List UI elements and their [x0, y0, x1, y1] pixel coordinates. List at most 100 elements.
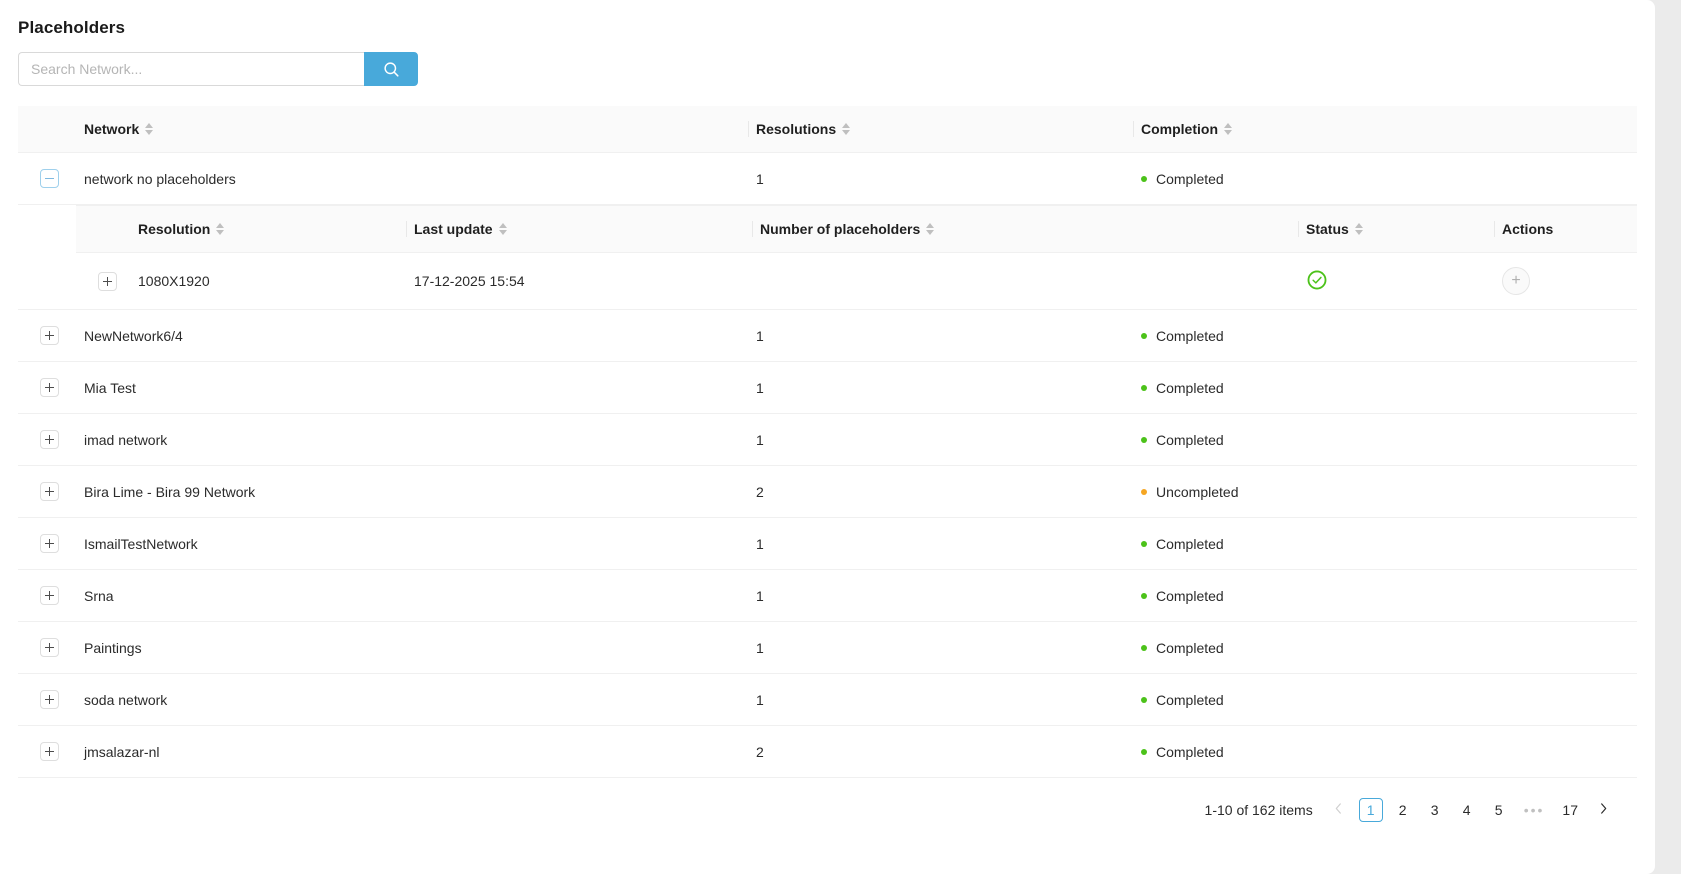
- column-header-status-label: Status: [1306, 221, 1349, 237]
- column-header-resolutions[interactable]: Resolutions: [748, 106, 1133, 153]
- column-header-network[interactable]: Network: [76, 106, 748, 153]
- sort-last-update-icon[interactable]: [498, 222, 507, 236]
- sort-resolution-icon[interactable]: [216, 222, 225, 236]
- cell-completion: Completed: [1133, 725, 1637, 778]
- column-header-network-label: Network: [84, 121, 140, 137]
- sort-network-icon[interactable]: [145, 122, 154, 136]
- expand-cell: [18, 725, 76, 778]
- column-header-status[interactable]: Status: [1298, 205, 1494, 253]
- column-header-actions-label: Actions: [1502, 221, 1554, 237]
- add-placeholder-button[interactable]: +: [1502, 267, 1530, 295]
- pagination-page-1[interactable]: 1: [1358, 798, 1383, 822]
- table-row[interactable]: network no placeholders 1 Completed: [18, 152, 1637, 205]
- cell-resolutions: 1: [748, 673, 1133, 726]
- expand-row-button[interactable]: [40, 742, 59, 761]
- search-input[interactable]: [18, 52, 364, 86]
- cell-resolutions: 1: [748, 361, 1133, 414]
- table-row[interactable]: Paintings 1 Completed: [18, 621, 1637, 674]
- cell-last-update: 17-12-2025 15:54: [414, 273, 525, 289]
- nested-table-cell: Resolution Last update: [18, 204, 1637, 310]
- status-dot: [1141, 332, 1147, 339]
- expand-cell: [18, 152, 76, 205]
- expand-row-button[interactable]: [40, 690, 59, 709]
- pagination-ellipsis[interactable]: •••: [1523, 802, 1545, 818]
- cell-resolutions: 1: [748, 413, 1133, 466]
- cell-completion: Uncompleted: [1133, 465, 1637, 518]
- expand-row-button[interactable]: [40, 326, 59, 345]
- column-header-last-update[interactable]: Last update: [406, 205, 752, 253]
- expand-row-button[interactable]: [40, 378, 59, 397]
- expand-cell: [18, 673, 76, 726]
- table-row[interactable]: NewNetwork6/4 1 Completed: [18, 309, 1637, 362]
- status-dot: [1141, 592, 1147, 599]
- expand-row-button[interactable]: [40, 534, 59, 553]
- table-row[interactable]: imad network 1 Completed: [18, 413, 1637, 466]
- pagination-page-5[interactable]: 5: [1494, 802, 1503, 818]
- table-body: network no placeholders 1 Completed: [18, 152, 1637, 778]
- expanded-detail-row: Resolution Last update: [18, 204, 1637, 310]
- table-row[interactable]: IsmailTestNetwork 1 Completed: [18, 517, 1637, 570]
- column-header-resolution[interactable]: Resolution: [130, 205, 406, 253]
- chevron-right-icon: [1598, 802, 1609, 818]
- cell-network: Paintings: [76, 621, 748, 674]
- completion-label: Completed: [1156, 379, 1224, 396]
- resolutions-table: Resolution Last update: [76, 205, 1637, 309]
- completion-label: Completed: [1156, 431, 1224, 448]
- cell-status: [1298, 253, 1494, 310]
- pagination-page-3[interactable]: 3: [1430, 802, 1439, 818]
- table-row[interactable]: Bira Lime - Bira 99 Network 2 Uncomplete…: [18, 465, 1637, 518]
- table-row[interactable]: soda network 1 Completed: [18, 673, 1637, 726]
- table-header-row: Network Resolutions Completion: [18, 106, 1637, 153]
- cell-resolutions: 2: [748, 465, 1133, 518]
- pagination-prev-button[interactable]: [1327, 798, 1351, 822]
- collapse-row-button[interactable]: [40, 169, 59, 188]
- expand-cell: [18, 309, 76, 362]
- column-header-completion-label: Completion: [1141, 121, 1218, 137]
- pagination-last-page[interactable]: 17: [1562, 802, 1578, 818]
- pagination-page-2[interactable]: 2: [1398, 802, 1407, 818]
- expand-cell: [18, 413, 76, 466]
- status-dot: [1141, 436, 1147, 443]
- pagination-next-button[interactable]: [1591, 798, 1615, 822]
- plus-icon: +: [1511, 272, 1521, 289]
- cell-resolutions: 1: [748, 621, 1133, 674]
- column-header-completion[interactable]: Completion: [1133, 106, 1637, 153]
- expand-cell: [18, 569, 76, 622]
- column-header-last-update-label: Last update: [414, 221, 493, 237]
- expand-row-button[interactable]: [40, 638, 59, 657]
- expand-cell: [18, 621, 76, 674]
- expand-row-button[interactable]: [40, 482, 59, 501]
- cell-number-of-placeholders: [752, 253, 1298, 310]
- pagination: 1-10 of 162 items 1 2 3 4 5 ••• 17: [18, 778, 1637, 838]
- status-dot: [1141, 488, 1147, 495]
- nested-table-row[interactable]: 1080X1920 17-12-2025 15:54: [76, 253, 1637, 310]
- status-dot: [1141, 384, 1147, 391]
- status-dot: [1141, 644, 1147, 651]
- pagination-summary: 1-10 of 162 items: [1204, 802, 1313, 818]
- cell-network: NewNetwork6/4: [76, 309, 748, 362]
- expand-row-button[interactable]: [40, 430, 59, 449]
- cell-actions: +: [1494, 253, 1637, 310]
- cell-network: imad network: [76, 413, 748, 466]
- expand-resolution-button[interactable]: [98, 271, 117, 291]
- sort-placeholders-icon[interactable]: [926, 222, 935, 236]
- search-bar: [18, 52, 418, 86]
- check-circle-icon: [1306, 269, 1328, 294]
- sort-resolutions-icon[interactable]: [842, 122, 851, 136]
- cell-resolution: 1080X1920: [138, 273, 210, 289]
- table-row[interactable]: Mia Test 1 Completed: [18, 361, 1637, 414]
- sort-completion-icon[interactable]: [1224, 122, 1232, 136]
- sort-status-icon[interactable]: [1354, 222, 1363, 236]
- cell-completion: Completed: [1133, 152, 1637, 205]
- column-header-number-of-placeholders[interactable]: Number of placeholders: [752, 205, 1298, 253]
- expand-cell: [18, 517, 76, 570]
- placeholders-table: Network Resolutions Completion: [18, 106, 1637, 778]
- table-row[interactable]: Srna 1 Completed: [18, 569, 1637, 622]
- cell-network: Bira Lime - Bira 99 Network: [76, 465, 748, 518]
- completion-label: Completed: [1156, 639, 1224, 656]
- cell-network: Mia Test: [76, 361, 748, 414]
- search-button[interactable]: [364, 52, 418, 86]
- table-row[interactable]: jmsalazar-nl 2 Completed: [18, 725, 1637, 778]
- expand-row-button[interactable]: [40, 586, 59, 605]
- pagination-page-4[interactable]: 4: [1462, 802, 1471, 818]
